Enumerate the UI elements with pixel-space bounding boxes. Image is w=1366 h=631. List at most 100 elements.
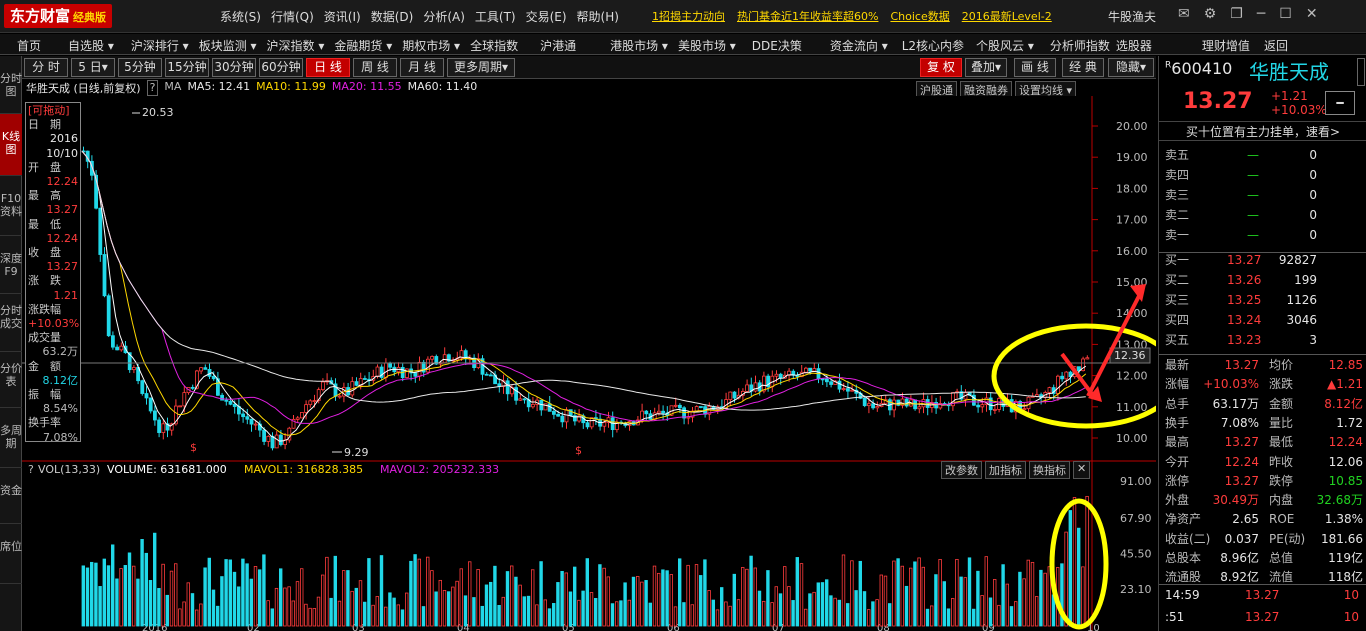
scroll-handle[interactable]: [1357, 58, 1365, 86]
nav-ranking[interactable]: 沪深排行 ▾: [130, 39, 189, 53]
nav-l2[interactable]: L2核心内参: [901, 39, 965, 53]
stat-label: 涨跌: [1269, 377, 1294, 392]
margin-button[interactable]: 融资融券: [960, 81, 1012, 99]
volume-bar: [111, 544, 115, 627]
adjust-button[interactable]: 复 权: [920, 58, 962, 77]
promo-link[interactable]: Choice数据: [890, 10, 950, 23]
volume-bar: [203, 567, 207, 627]
volume-bar: [846, 603, 850, 627]
info-value: 13.27: [46, 260, 79, 274]
promo-link[interactable]: 热门基金近1年收益率超60%: [737, 10, 879, 23]
vol-help-icon[interactable]: ?: [28, 463, 34, 476]
sidebar-kline[interactable]: K线图: [0, 114, 22, 176]
stat-label: 换手: [1165, 415, 1190, 430]
nav-index[interactable]: 沪深指数 ▾: [266, 39, 325, 53]
period-60min[interactable]: 60分钟: [259, 58, 303, 77]
tick-time: 14:59: [1165, 588, 1200, 602]
settings-icon[interactable]: ⚙: [1203, 6, 1217, 22]
help-icon[interactable]: ?: [146, 80, 159, 96]
sidebar-trades[interactable]: 分时成交: [0, 294, 22, 352]
menu-data[interactable]: 数据(D): [370, 10, 414, 24]
classic-button[interactable]: 经 典: [1062, 58, 1104, 77]
minimize-icon[interactable]: ─: [1256, 6, 1266, 22]
volume-bar: [867, 609, 871, 627]
kline-chart[interactable]: 20.0019.0018.0017.0016.0015.0014.0013.00…: [22, 96, 1156, 631]
restore-icon[interactable]: ❐: [1230, 6, 1243, 22]
ma-settings-button[interactable]: 设置均线 ▾: [1015, 81, 1077, 99]
candle-body: [753, 382, 758, 392]
promo-link[interactable]: 2016最新Level-2: [961, 10, 1052, 23]
overlay-button[interactable]: 叠加▾: [965, 58, 1007, 77]
period-15min[interactable]: 15分钟: [165, 58, 209, 77]
add-indicator-button[interactable]: 加指标: [985, 461, 1026, 479]
period-5day[interactable]: 5 日▾: [71, 58, 115, 77]
username[interactable]: 牛股渔夫: [1108, 10, 1157, 24]
close-indicator-button[interactable]: ✕: [1073, 461, 1091, 479]
menu-help[interactable]: 帮助(H): [576, 10, 619, 24]
nav-wealth[interactable]: 理财增值: [1201, 39, 1250, 53]
maximize-icon[interactable]: ☐: [1279, 6, 1292, 22]
nav-home[interactable]: 首页: [17, 39, 42, 53]
sidebar-seats[interactable]: 席位: [0, 524, 22, 584]
volume-bar: [1026, 559, 1030, 627]
edit-params-button[interactable]: 改参数: [941, 461, 982, 479]
drag-tag[interactable]: [可拖动]: [28, 104, 70, 117]
nav-dde[interactable]: DDE决策: [751, 39, 802, 53]
sidebar-price-table[interactable]: 分价表: [0, 352, 22, 408]
candle-body: [1022, 408, 1027, 411]
close-icon[interactable]: ✕: [1305, 6, 1318, 22]
nav-watchlist[interactable]: 自选股 ▾: [68, 39, 114, 53]
period-monthly[interactable]: 月 线: [400, 58, 444, 77]
nav-hkconnect[interactable]: 沪港通: [540, 39, 577, 53]
draw-line-button[interactable]: 画 线: [1014, 58, 1056, 77]
stock-code[interactable]: R600410: [1165, 59, 1233, 78]
stat-value: 63.17万: [1212, 396, 1259, 411]
sidebar-funds[interactable]: 资金: [0, 468, 22, 524]
buy10-banner[interactable]: 买十位置有主力挂单，速看>: [1159, 121, 1366, 141]
sidebar-multi-period[interactable]: 多周期: [0, 408, 22, 468]
period-more[interactable]: 更多周期▾: [447, 58, 515, 77]
menu-quote[interactable]: 行情(Q): [270, 10, 314, 24]
nav-us[interactable]: 美股市场 ▾: [677, 39, 736, 53]
nav-screener[interactable]: 选股器: [1115, 39, 1152, 53]
nav-bar: 首页 自选股 ▾ 沪深排行 ▾ 板块监测 ▾ 沪深指数 ▾ 金融期货 ▾ 期权市…: [0, 34, 1366, 55]
menu-info[interactable]: 资讯(I): [323, 10, 361, 24]
promo-link[interactable]: 1招揭主力动向: [652, 10, 725, 23]
hk-connect-button[interactable]: 沪股通: [916, 81, 957, 99]
mail-icon[interactable]: ✉: [1178, 6, 1190, 22]
stock-name[interactable]: 华胜天成: [1249, 60, 1329, 84]
nav-sector[interactable]: 板块监测 ▾: [198, 39, 257, 53]
info-value: 1.21: [53, 288, 79, 302]
collapse-button[interactable]: ━: [1325, 91, 1355, 115]
sidebar-f9[interactable]: 深度F9: [0, 236, 22, 294]
period-daily[interactable]: 日 线: [306, 58, 350, 77]
menu-tools[interactable]: 工具(T): [474, 10, 516, 24]
period-weekly[interactable]: 周 线: [353, 58, 397, 77]
nav-global[interactable]: 全球指数: [470, 39, 519, 53]
menu-analysis[interactable]: 分析(A): [423, 10, 465, 24]
nav-options[interactable]: 期权市场 ▾: [402, 39, 461, 53]
candle-body: [215, 378, 220, 396]
volume-bar: [623, 582, 627, 627]
sidebar-f10[interactable]: F10资料: [0, 176, 22, 236]
menu-system[interactable]: 系统(S): [220, 10, 261, 24]
bid-level-label: 买一: [1165, 253, 1190, 267]
period-timeshare[interactable]: 分 时: [24, 58, 68, 77]
candle-body: [337, 395, 342, 398]
nav-back[interactable]: 返回: [1263, 39, 1288, 53]
change-indicator-button[interactable]: 换指标: [1029, 461, 1070, 479]
menu-trade[interactable]: 交易(E): [525, 10, 567, 24]
volume-bar: [606, 576, 610, 627]
nav-hk[interactable]: 港股市场 ▾: [610, 39, 668, 53]
nav-analyst[interactable]: 分析师指数: [1049, 39, 1110, 53]
nav-flow[interactable]: 资金流向 ▾: [829, 39, 888, 53]
candle-body: [459, 350, 464, 359]
period-30min[interactable]: 30分钟: [212, 58, 256, 77]
nav-stock[interactable]: 个股风云 ▾: [976, 39, 1034, 53]
kline-info-box[interactable]: [可拖动] 日 期 2016 10/10 开 盘 12.24 最 高 13.27…: [25, 102, 81, 444]
period-5min[interactable]: 5分钟: [118, 58, 162, 77]
volume-bar: [547, 608, 552, 627]
sidebar-timeshare[interactable]: 分时图: [0, 56, 22, 114]
hide-button[interactable]: 隐藏▾: [1108, 58, 1154, 77]
nav-futures[interactable]: 金融期货 ▾: [334, 39, 393, 53]
